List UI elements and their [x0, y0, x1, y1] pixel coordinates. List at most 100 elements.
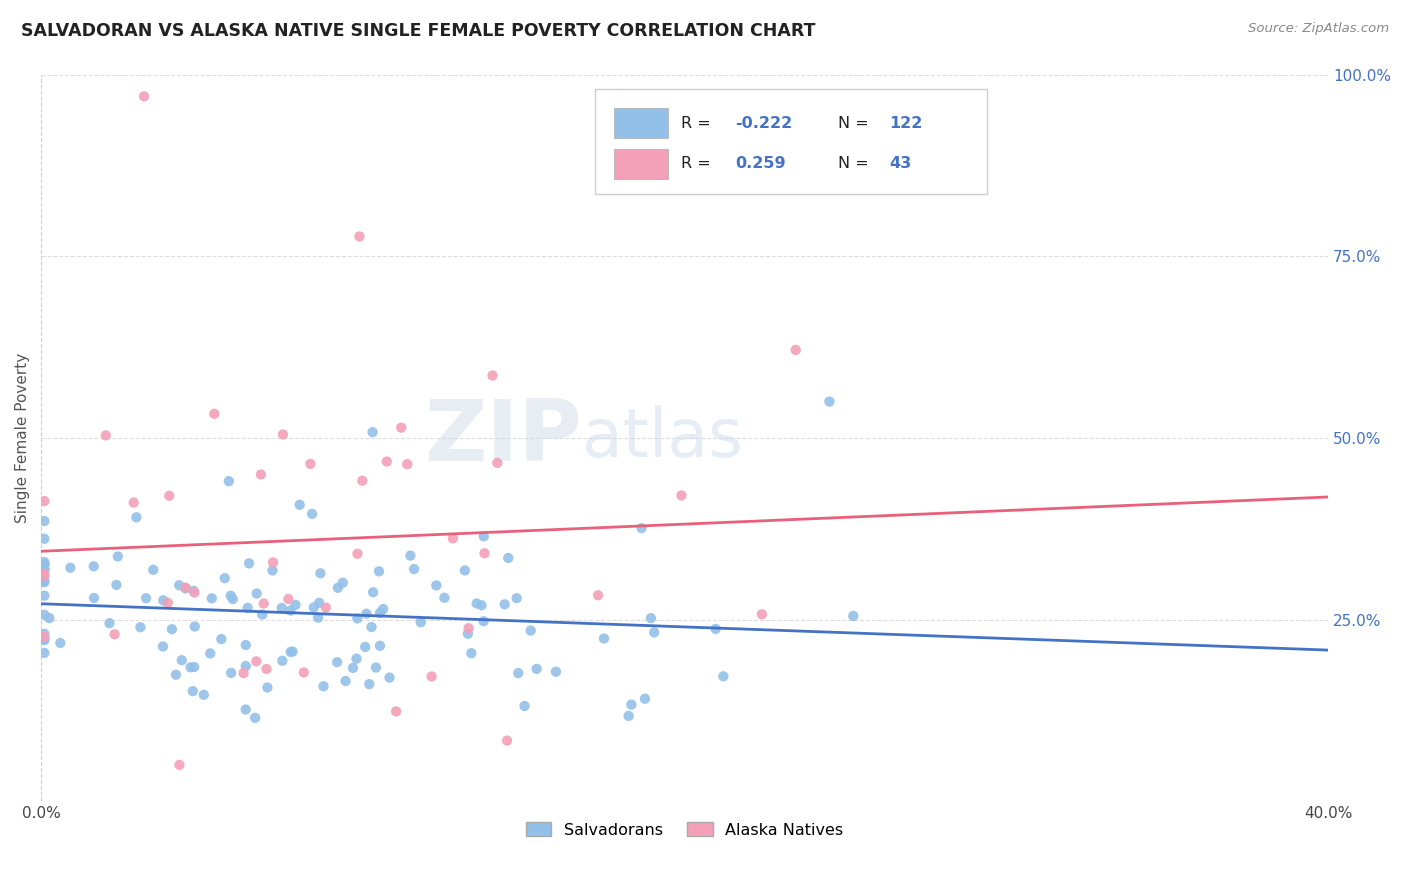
Point: [326, 655, 349, 669]
Legend: Salvadorans, Alaska Natives: Salvadorans, Alaska Natives: [519, 815, 849, 844]
Point: [181, 684, 204, 698]
Point: [299, 457, 322, 471]
Point: [165, 667, 187, 681]
Point: [183, 583, 205, 598]
Point: [59, 561, 82, 575]
Point: [167, 578, 190, 592]
Point: [368, 564, 391, 578]
Point: [157, 489, 180, 503]
Point: [307, 610, 329, 624]
Point: [486, 456, 509, 470]
Text: 43: 43: [889, 156, 911, 171]
Point: [132, 89, 155, 103]
Point: [356, 607, 378, 621]
Point: [284, 598, 307, 612]
Point: [425, 578, 447, 592]
Point: [292, 665, 315, 680]
Point: [378, 671, 401, 685]
Point: [277, 592, 299, 607]
Text: N =: N =: [838, 156, 873, 171]
Point: [640, 611, 662, 625]
Point: [34, 555, 56, 569]
Text: N =: N =: [838, 116, 873, 131]
Point: [643, 625, 665, 640]
Point: [711, 669, 734, 683]
Point: [704, 622, 727, 636]
Point: [508, 666, 530, 681]
Point: [183, 660, 205, 674]
Point: [593, 632, 616, 646]
Point: [281, 644, 304, 658]
Point: [245, 711, 267, 725]
Point: [470, 599, 492, 613]
Point: [142, 563, 165, 577]
Point: [441, 532, 464, 546]
Point: [235, 659, 257, 673]
Point: [634, 691, 657, 706]
Point: [751, 607, 773, 622]
Point: [842, 608, 865, 623]
Point: [34, 630, 56, 644]
Point: [342, 661, 364, 675]
Point: [94, 428, 117, 442]
Point: [457, 626, 479, 640]
Point: [202, 407, 225, 421]
Text: 122: 122: [889, 116, 922, 131]
Point: [519, 624, 541, 638]
Point: [368, 639, 391, 653]
Point: [174, 581, 197, 595]
Point: [235, 702, 257, 716]
Point: [271, 427, 294, 442]
Point: [349, 229, 371, 244]
Point: [474, 546, 496, 560]
Point: [169, 758, 191, 772]
Point: [38, 611, 60, 625]
Point: [156, 596, 179, 610]
Point: [454, 563, 477, 577]
Point: [214, 571, 236, 585]
Point: [250, 607, 273, 622]
Point: [135, 591, 157, 606]
Point: [346, 611, 368, 625]
Point: [332, 575, 354, 590]
Point: [280, 603, 302, 617]
Point: [34, 494, 56, 508]
Point: [34, 607, 56, 622]
Point: [246, 586, 269, 600]
Point: [617, 709, 640, 723]
Point: [34, 562, 56, 576]
Point: [152, 593, 174, 607]
Point: [375, 454, 398, 468]
Point: [262, 564, 284, 578]
Point: [209, 632, 232, 646]
Point: [465, 596, 488, 610]
Point: [253, 597, 276, 611]
Text: SALVADORAN VS ALASKA NATIVE SINGLE FEMALE POVERTY CORRELATION CHART: SALVADORAN VS ALASKA NATIVE SINGLE FEMAL…: [21, 22, 815, 40]
Point: [513, 699, 536, 714]
Point: [160, 622, 183, 636]
Point: [433, 591, 456, 605]
Point: [218, 474, 240, 488]
Point: [389, 420, 412, 434]
Point: [360, 620, 382, 634]
Point: [396, 457, 419, 471]
Text: Source: ZipAtlas.com: Source: ZipAtlas.com: [1249, 22, 1389, 36]
Point: [494, 598, 516, 612]
Point: [309, 566, 332, 581]
Point: [302, 600, 325, 615]
Point: [34, 558, 56, 572]
Point: [586, 588, 609, 602]
Point: [34, 562, 56, 576]
Point: [373, 602, 395, 616]
Point: [270, 601, 292, 615]
Point: [152, 640, 174, 654]
Point: [312, 679, 335, 693]
Text: -0.222: -0.222: [735, 116, 792, 131]
Point: [201, 591, 224, 606]
Point: [526, 662, 548, 676]
Point: [496, 551, 519, 566]
Point: [34, 632, 56, 646]
Point: [288, 498, 311, 512]
Point: [544, 665, 567, 679]
Point: [219, 589, 242, 603]
